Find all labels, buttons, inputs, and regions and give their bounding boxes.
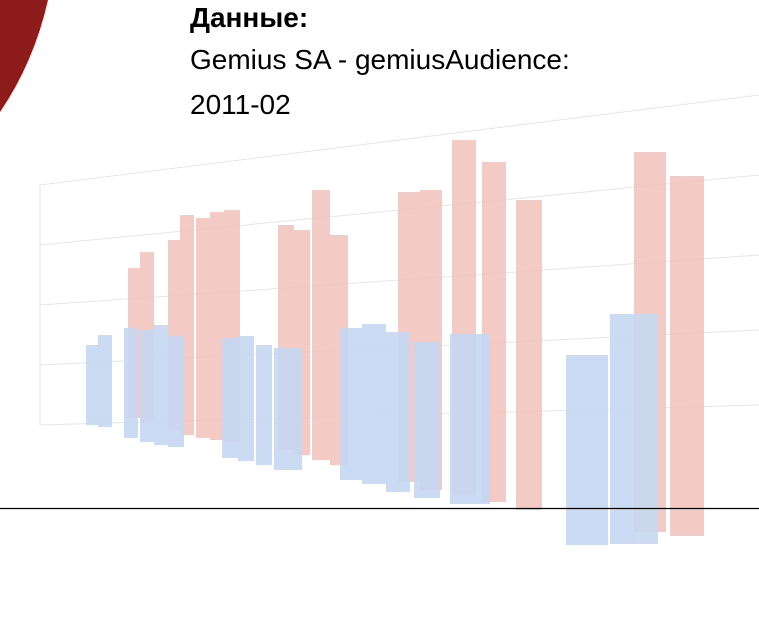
source-line: Gemius SA - gemiusAudience:: [190, 44, 570, 75]
faded-blue-bars: [86, 314, 658, 545]
period-line: 2011-02: [190, 89, 291, 120]
corner-accent: [0, 0, 48, 112]
data-label: Данные:: [190, 2, 309, 33]
